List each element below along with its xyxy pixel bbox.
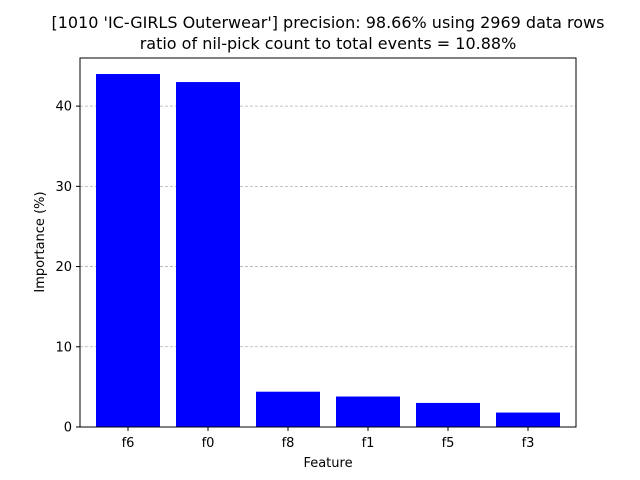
x-tick-label-f8: f8 [282, 436, 295, 451]
y-tick-label: 20 [55, 260, 72, 275]
plot-frame [79, 57, 577, 428]
bars [96, 74, 560, 427]
bar-f8 [256, 391, 320, 427]
y-axis-ticks: 0 10 20 30 40 [55, 100, 80, 436]
x-axis-ticks: f6 f0 f8 f1 f5 f3 [122, 427, 535, 451]
x-axis-label: Feature [303, 456, 352, 471]
chart-title-line2: ratio of nil-pick count to total events … [140, 34, 517, 53]
y-tick-label: 0 [64, 421, 72, 436]
x-tick-label-f6: f6 [122, 436, 135, 451]
x-tick-label-f1: f1 [362, 436, 375, 451]
bar-f6 [96, 74, 160, 427]
y-tick-label: 40 [55, 100, 72, 115]
x-tick-label-f0: f0 [202, 436, 215, 451]
bar-f3 [496, 412, 560, 427]
bar-f5 [416, 402, 480, 427]
bar-f0 [176, 82, 240, 427]
y-axis-label: Importance (%) [33, 191, 48, 292]
x-tick-label-f3: f3 [522, 436, 535, 451]
y-gridlines [80, 105, 576, 348]
x-tick-label-f5: f5 [442, 436, 455, 451]
chart-title-line1: [1010 'IC-GIRLS Outerwear'] precision: 9… [52, 13, 605, 32]
y-tick-label: 10 [55, 340, 72, 355]
y-tick-label: 30 [55, 180, 72, 195]
bar-f1 [336, 396, 400, 427]
